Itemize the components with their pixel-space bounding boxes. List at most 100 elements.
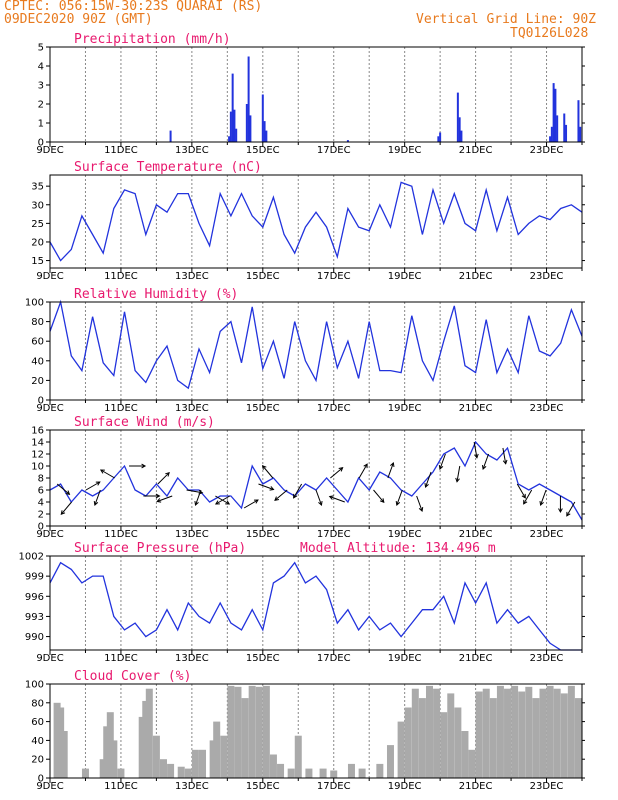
series-line xyxy=(49,299,583,390)
wind-arrowhead xyxy=(390,461,395,467)
run-date: 09DEC2020 90Z (GMT) xyxy=(4,12,153,27)
y-tick-label: 8 xyxy=(38,474,44,485)
y-tick-label: 30 xyxy=(31,200,44,211)
bar xyxy=(167,763,175,778)
bar xyxy=(404,707,412,778)
wind-arrow xyxy=(387,462,394,479)
bar xyxy=(177,766,185,778)
wind-arrowhead xyxy=(293,493,298,499)
panel-4: 990 993 996 999 1002 9DEC 11DEC 13DEC 15DEC 17DEC… xyxy=(19,541,585,664)
bar xyxy=(554,88,557,142)
bar xyxy=(228,136,231,142)
panel-1: 15 20 25 30 35 9DEC 11DEC 13DEC 15DEC 17DEC 19DEC 2… xyxy=(31,160,585,282)
plot-frame xyxy=(49,301,583,401)
bar xyxy=(454,707,462,778)
wind-arrow xyxy=(195,489,202,506)
bar xyxy=(440,712,448,778)
wind-arrow xyxy=(439,453,446,470)
x-tick-label: 19DEC xyxy=(388,781,422,792)
series-line xyxy=(49,181,583,262)
x-tick-label: 9DEC xyxy=(36,403,63,414)
panel-title: Surface Temperature (nC) xyxy=(74,160,262,175)
bar xyxy=(563,113,566,142)
bar xyxy=(447,693,455,778)
bar xyxy=(227,685,235,778)
bar xyxy=(532,698,540,778)
bar xyxy=(294,735,302,778)
x-tick-label: 11DEC xyxy=(104,145,138,156)
y-tick-label: 0 xyxy=(38,396,44,407)
bar xyxy=(305,768,313,778)
wind-arrow xyxy=(262,465,274,479)
wind-arrow xyxy=(416,495,423,512)
bar xyxy=(287,768,295,778)
bar xyxy=(145,688,153,778)
wind-arrow xyxy=(358,463,368,479)
wind-arrowhead xyxy=(261,464,267,470)
x-tick-label: 17DEC xyxy=(317,271,351,282)
x-tick-label: 15DEC xyxy=(246,271,280,282)
x-tick-label: 13DEC xyxy=(175,781,209,792)
bar xyxy=(234,686,242,778)
x-tick-label: 13DEC xyxy=(175,529,209,540)
x-tick-label: 17DEC xyxy=(317,403,351,414)
x-tick-label: 11DEC xyxy=(104,529,138,540)
bar xyxy=(437,136,440,142)
x-tick-label: 21DEC xyxy=(459,781,493,792)
x-tick-label: 11DEC xyxy=(104,403,138,414)
bar xyxy=(255,686,263,778)
x-tick-label: 13DEC xyxy=(175,271,209,282)
series-line xyxy=(49,440,583,521)
bar xyxy=(550,126,553,142)
bar xyxy=(565,124,568,142)
y-tick-label: 10 xyxy=(31,462,44,473)
bar xyxy=(138,716,146,778)
bar xyxy=(456,92,459,142)
wind-arrow xyxy=(516,483,526,499)
wind-arrowhead xyxy=(455,477,460,483)
y-tick-label: 2 xyxy=(38,510,44,521)
bar xyxy=(511,685,519,778)
y-tick-label: 6 xyxy=(38,486,44,497)
wind-arrow xyxy=(425,471,432,488)
wind-arrowhead xyxy=(338,467,344,472)
y-tick-label: 60 xyxy=(31,337,44,348)
bar xyxy=(433,688,441,778)
wind-arrow xyxy=(315,489,322,506)
panel-title: Surface Pressure (hPa) xyxy=(74,541,246,556)
bar xyxy=(460,130,463,142)
x-tick-label: 15DEC xyxy=(246,781,280,792)
y-tick-label: 80 xyxy=(31,317,44,328)
y-tick-label: 1 xyxy=(38,119,44,130)
bar xyxy=(418,698,426,778)
x-tick-label: 13DEC xyxy=(175,145,209,156)
wind-arrow xyxy=(540,489,547,506)
bar xyxy=(411,688,419,778)
panel-5: 0 20 40 60 80 100 9DEC 11DEC 13DEC 15DEC 17DEC 19DE… xyxy=(25,669,585,792)
plot-frame xyxy=(49,174,583,269)
x-tick-label: 23DEC xyxy=(530,653,564,664)
bar xyxy=(330,770,338,778)
bar xyxy=(552,83,555,142)
wind-arrow xyxy=(56,483,70,495)
bar xyxy=(346,140,349,142)
bar xyxy=(560,693,568,778)
wind-arrowhead xyxy=(225,500,231,505)
x-tick-label: 19DEC xyxy=(388,403,422,414)
x-tick-label: 19DEC xyxy=(388,271,422,282)
wind-arrowhead xyxy=(481,465,487,471)
bar xyxy=(235,128,238,142)
wind-arrow xyxy=(329,496,345,503)
wind-arrow xyxy=(215,495,230,505)
y-tick-label: 20 xyxy=(31,755,44,766)
wind-arrowhead xyxy=(155,493,161,499)
wind-arrow xyxy=(373,489,385,503)
wind-arrowhead xyxy=(214,500,220,505)
wind-arrow xyxy=(456,465,461,482)
y-tick-label: 0 xyxy=(38,522,44,533)
wind-arrowhead xyxy=(523,499,528,505)
bar xyxy=(229,111,232,142)
wind-arrowhead xyxy=(521,493,526,499)
